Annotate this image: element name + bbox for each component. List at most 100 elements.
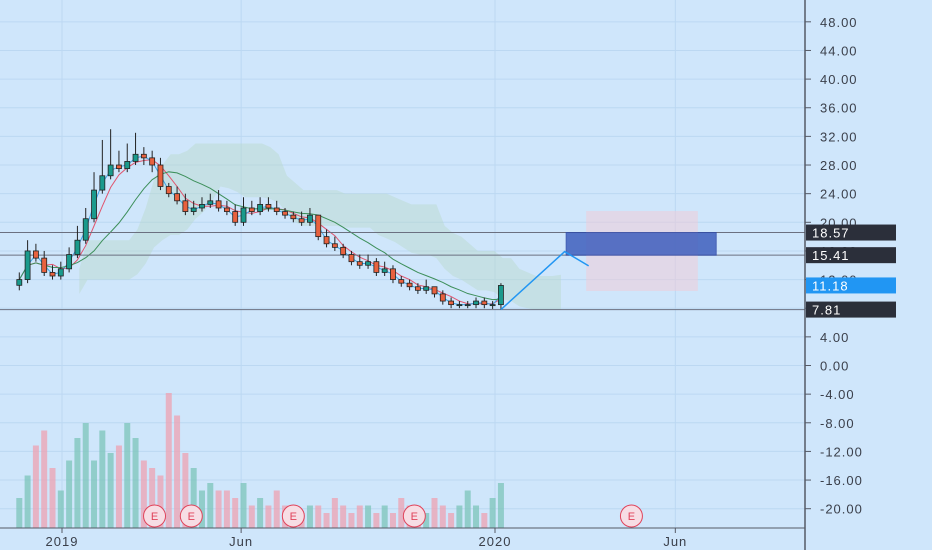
volume-bar (91, 460, 98, 528)
candle-body (57, 268, 64, 277)
candle-body (82, 218, 89, 241)
candle-body (481, 300, 488, 306)
candle-body (464, 304, 471, 307)
candle-body (307, 214, 313, 223)
volume-bar (489, 498, 496, 528)
volume-bar (306, 505, 313, 528)
volume-bar (240, 483, 247, 528)
volume-bar (356, 505, 363, 528)
earnings-marker-label: E (290, 511, 297, 523)
volume-bar (389, 513, 396, 528)
y-tick-label: 36.00 (820, 101, 858, 116)
volume-bar (439, 505, 446, 528)
candle-body (33, 250, 39, 259)
price-tag (806, 277, 896, 294)
volume-bar (348, 513, 355, 528)
y-tick-label: -4.00 (820, 387, 855, 402)
candle-body (331, 243, 338, 248)
volume-bar (165, 393, 172, 528)
y-tick-label: -12.00 (820, 444, 863, 459)
candle-body (140, 153, 147, 159)
y-tick-label: 28.00 (820, 158, 858, 173)
price-axis[interactable]: 48.0044.0040.0036.0032.0028.0024.0020.00… (805, 15, 863, 517)
volume-bar (257, 498, 264, 528)
candle-body (248, 207, 255, 212)
candle-body (165, 186, 172, 195)
candle-body (215, 200, 222, 209)
price-tag (806, 224, 896, 241)
volume-bar (16, 498, 23, 528)
volume-bar (190, 468, 197, 528)
volume-bar (365, 505, 372, 528)
candle-body (356, 261, 363, 266)
candle-body (273, 207, 280, 212)
candle-body (381, 268, 388, 273)
volume-bar (398, 498, 405, 528)
earnings-marker-label: E (628, 511, 635, 523)
time-axis[interactable]: 2019 Jun 2020 Jun (46, 528, 688, 549)
cloud-area (79, 143, 561, 311)
candle-body (232, 211, 239, 223)
y-tick-label: 32.00 (820, 129, 858, 144)
volume-bar (273, 490, 280, 528)
volume-bar (157, 475, 164, 528)
candle-body (41, 257, 48, 273)
candle-body (49, 272, 56, 277)
volume-bar (340, 505, 347, 528)
volume-bar (481, 513, 488, 528)
price-tag-label: 7.81 (812, 303, 841, 318)
candle-body (157, 164, 164, 187)
candle-body (174, 193, 180, 202)
candlesticks (16, 129, 504, 310)
x-tick-label: 2019 (46, 534, 79, 549)
volume-bar (423, 513, 430, 528)
volume-bar (49, 468, 56, 528)
candle-body (99, 175, 106, 191)
candle-body (257, 203, 264, 212)
volume-bar (223, 490, 230, 528)
volume-bar (448, 513, 455, 528)
candle-body (456, 304, 463, 307)
volume-bar (207, 483, 214, 528)
volume-bar (140, 460, 147, 528)
ichimoku-cloud (79, 143, 561, 311)
candle-body (116, 164, 122, 170)
candle-body (199, 203, 205, 209)
candle-body (66, 254, 73, 270)
volume-bar (431, 498, 438, 528)
volume-bar (215, 490, 222, 528)
candle-body (373, 261, 380, 273)
candle-body (390, 268, 396, 280)
candle-body (74, 239, 81, 255)
candle-body (414, 286, 421, 291)
volume-bar (124, 423, 131, 528)
candle-body (323, 236, 330, 245)
candle-body (439, 293, 446, 302)
volume-bar (82, 423, 89, 528)
candle-body (190, 207, 197, 212)
candle-body (149, 157, 156, 166)
candle-body (124, 161, 131, 170)
volume-bar (315, 505, 322, 528)
candle-body (473, 300, 479, 306)
candle-body (423, 286, 430, 291)
earnings-marker-label: E (188, 511, 195, 523)
candle-body (290, 214, 297, 220)
volume-bar (232, 498, 239, 528)
earnings-marker (143, 504, 167, 528)
x-tick-label: 2020 (479, 534, 512, 549)
price-tags: 18.57 15.41 11.18 7.81 (806, 224, 896, 318)
y-tick-label: 24.00 (820, 187, 858, 202)
candle-body (431, 286, 438, 295)
volume-bar (66, 460, 73, 528)
candle-body (298, 218, 305, 223)
earnings-marker-label: E (411, 511, 418, 523)
projection-drawing[interactable] (500, 211, 717, 311)
projection-arrow (500, 250, 590, 311)
price-tag (806, 301, 896, 318)
volume-bar (182, 453, 189, 528)
volume-bar (265, 505, 272, 528)
candle-body (498, 285, 504, 306)
